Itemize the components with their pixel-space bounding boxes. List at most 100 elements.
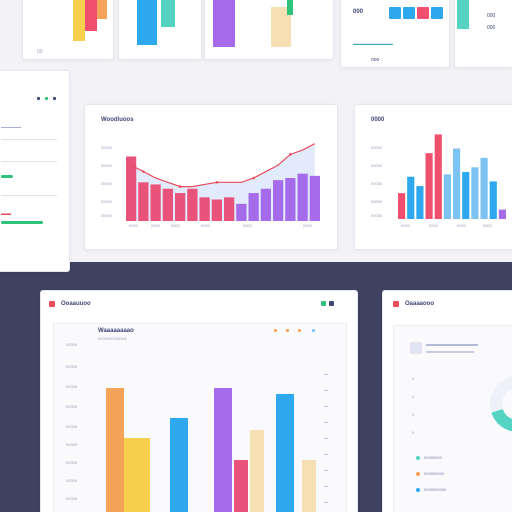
card-a-tick-3: 00000	[101, 181, 113, 186]
performance-axis-tick	[324, 438, 328, 439]
revenue-bar	[162, 188, 173, 221]
left-panel-badge: ▬▬	[1, 211, 11, 217]
card-d-tick-1: 0	[412, 376, 415, 381]
top4-stat: 000	[353, 9, 364, 15]
left-panel-progress-1	[1, 175, 13, 178]
sales-chart	[398, 134, 506, 219]
revenue-bar	[260, 188, 271, 221]
performance-bar	[234, 460, 248, 512]
distribution-inner-panel: 0 0 0 0 00000000 000000000 0000000000	[393, 325, 512, 512]
legend-d-label-1: 00000000	[424, 455, 442, 460]
performance-chart	[106, 374, 328, 512]
top1-bar-red	[85, 0, 97, 31]
card-c-tick-5: 00000	[66, 424, 78, 429]
revenue-bar	[236, 203, 247, 221]
revenue-bar	[297, 173, 308, 221]
performance-bar	[302, 460, 316, 512]
performance-card-icon	[49, 301, 55, 307]
card-c-action-green[interactable]	[321, 301, 326, 306]
card-a-xlabel-4: 0000	[201, 223, 210, 228]
performance-axis-tick	[324, 406, 328, 407]
card-b-xlabel-4: 0000	[483, 223, 492, 228]
card-c-inner-title: Waaaaaaaao	[98, 328, 134, 334]
card-c-inner-sub: 0000000000000	[98, 336, 127, 341]
top4-tag: ooo	[371, 57, 380, 63]
top5-label2: 000	[487, 25, 496, 31]
card-b-xlabel-3: 0000	[457, 223, 466, 228]
performance-bar	[124, 438, 150, 512]
sales-bar	[425, 153, 433, 219]
legend-d-dot-2	[416, 472, 420, 476]
top4-chip-blue2	[403, 7, 415, 19]
donut-slice	[490, 376, 512, 413]
revenue-bar	[150, 184, 161, 221]
sales-bar	[498, 209, 506, 219]
top2-bar-teal	[161, 0, 175, 27]
left-panel-line-1	[1, 127, 21, 128]
revenue-bar	[309, 175, 320, 221]
card-b-tick-3: 00000	[371, 181, 383, 186]
top3-bar-purple	[213, 0, 235, 47]
card-c-tick-3: 00000	[66, 384, 78, 389]
card-c-tick-2: 00000	[66, 364, 78, 369]
sales-bar	[480, 157, 488, 219]
top1-bar-orange	[97, 0, 107, 19]
card-b-xlabel-2: 0000	[429, 223, 438, 228]
top-card-5: 000 000	[454, 0, 512, 68]
card-c-tick-1: 00000	[66, 342, 78, 347]
distribution-donut	[490, 376, 512, 432]
left-panel-dot-1	[37, 97, 40, 100]
left-panel-line-4	[1, 195, 57, 196]
left-panel-dot-2	[45, 97, 48, 100]
card-c-action-dark[interactable]	[329, 301, 334, 306]
performance-bar	[276, 394, 294, 512]
performance-bar	[250, 430, 264, 512]
legend-d-label-3: 0000000000	[424, 487, 447, 492]
performance-bar	[106, 388, 124, 512]
revenue-bar	[211, 199, 222, 221]
revenue-line-point	[215, 181, 219, 184]
card-a-title: Woodluoos	[101, 117, 134, 123]
top4-sub: ▬▬▬▬▬▬▬▬▬▬	[353, 41, 393, 46]
top4-chip-blue3	[431, 7, 443, 19]
donut-slice	[491, 408, 512, 432]
distribution-card-icon	[393, 301, 399, 307]
card-a-xlabel-5: 0000	[243, 223, 252, 228]
card-a-tick-2: 00000	[101, 163, 113, 168]
sales-chart-card: 0000 00000 00000 00000 00000 00000 0000 …	[354, 104, 512, 250]
card-a-xlabel-2: 0000	[151, 223, 160, 228]
card-a-xlabel-6: 0000	[303, 223, 312, 228]
performance-bar	[170, 418, 188, 512]
card-a-tick-1: 00000	[101, 145, 113, 150]
revenue-line-point	[142, 170, 145, 173]
revenue-chart-card: Woodluoos 00000 00000 00000 00000 00000 …	[84, 104, 338, 250]
performance-axis-tick	[324, 502, 328, 503]
top5-bar-teal	[457, 0, 469, 29]
card-c-tick-7: 00000	[66, 460, 78, 465]
card-b-tick-4: 00000	[371, 199, 383, 204]
sales-bar	[416, 186, 424, 219]
top5-label: 000	[487, 13, 496, 19]
top-card-3	[204, 0, 334, 60]
revenue-bar	[126, 156, 137, 221]
legend-dot-orange3	[298, 329, 301, 332]
performance-axis-tick	[324, 486, 328, 487]
sales-bar	[443, 174, 451, 219]
left-panel-progress-2	[1, 221, 43, 224]
performance-axis-tick	[324, 470, 328, 471]
card-b-title: 0000	[371, 117, 385, 123]
card-c-tick-6: 00000	[66, 442, 78, 447]
revenue-bar	[187, 188, 198, 221]
performance-axis-tick	[324, 422, 328, 423]
revenue-bar	[248, 193, 259, 221]
revenue-line-point	[252, 176, 255, 180]
distribution-header-square	[410, 342, 422, 354]
revenue-bar	[273, 180, 284, 221]
sales-bar	[489, 181, 497, 219]
revenue-line	[130, 143, 316, 188]
performance-bar	[214, 388, 232, 512]
card-d-title: Oaaaaooo	[405, 301, 435, 307]
performance-card: Ooaauuoo 00000 00000 00000 00000 00000 0…	[40, 290, 358, 512]
performance-axis-tick	[324, 454, 328, 455]
top4-chip-pink	[417, 7, 429, 19]
